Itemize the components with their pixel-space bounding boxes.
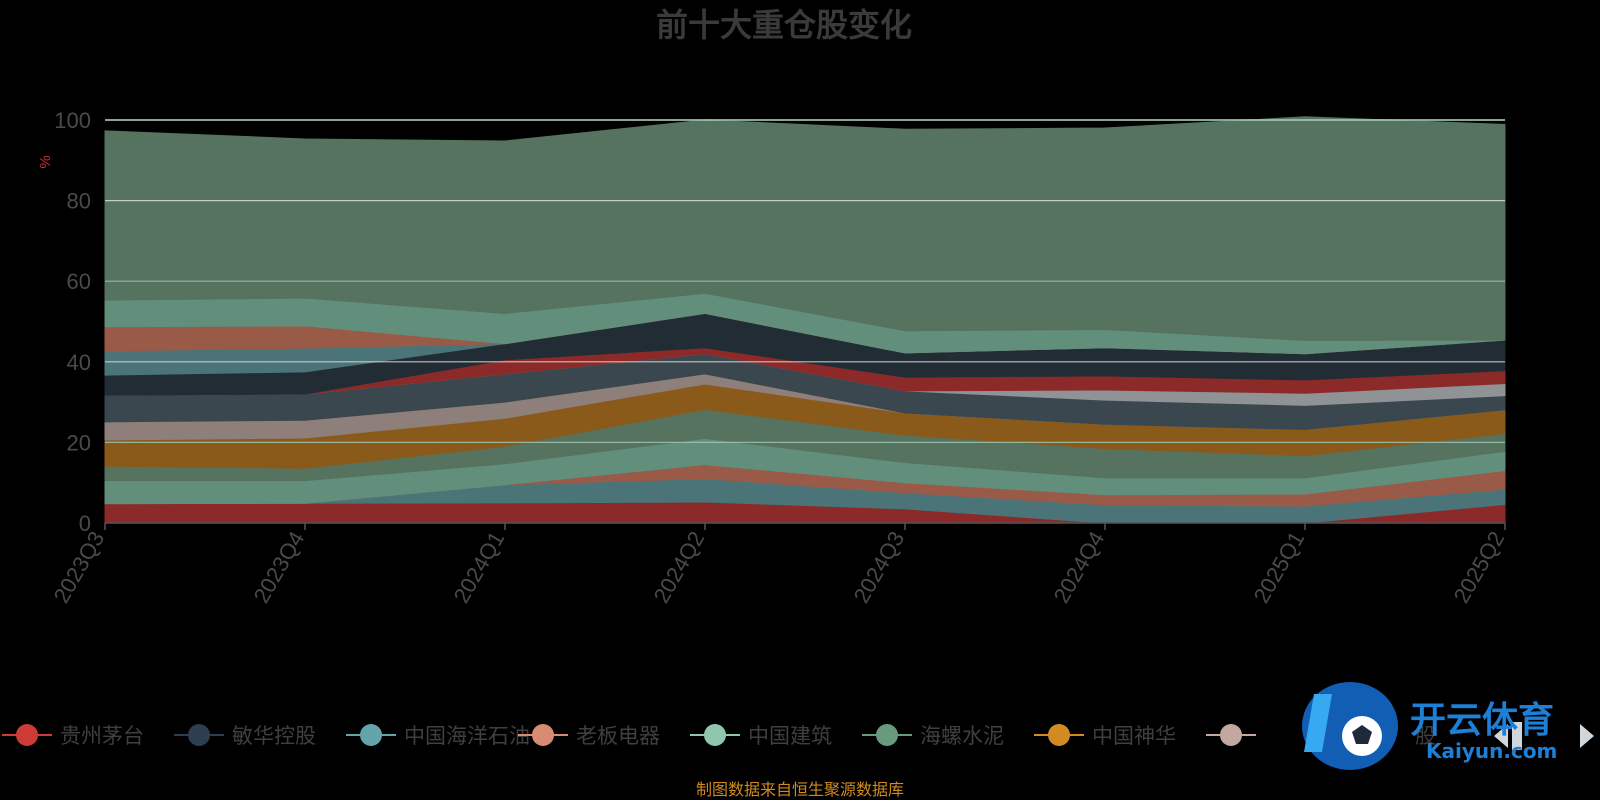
y-axis-unit-label: % [37, 155, 54, 168]
watermark-emblem-icon [1302, 682, 1398, 770]
x-tick-label: 2025Q1 [1249, 527, 1310, 607]
legend-marker-dot [532, 724, 554, 746]
legend-label: 中国建筑 [748, 724, 832, 748]
legend-label: 中国神华 [1092, 724, 1176, 748]
y-tick-label: 20 [67, 430, 91, 455]
y-tick-label: 0 [79, 511, 91, 536]
y-tick-label: 80 [67, 189, 91, 214]
legend-marker-dot [704, 724, 726, 746]
legend-marker-dot [876, 724, 898, 746]
legend-label: 老板电器 [576, 724, 660, 748]
area-series-14 [104, 116, 1506, 341]
stacked-areas-layer [104, 116, 1506, 524]
y-tick-label: 60 [67, 269, 91, 294]
x-tick-label: 2024Q4 [1049, 527, 1110, 607]
watermark-sub-text: Kaiyun.com [1426, 739, 1557, 763]
legend-marker-dot [1048, 724, 1070, 746]
chart-title: 前十大重仓股变化 [656, 6, 912, 44]
source-note: 制图数据来自恒生聚源数据库 [696, 780, 904, 799]
legend-item[interactable]: 贵州茅台 [2, 724, 144, 748]
gridlines-layer [105, 119, 1505, 443]
legend-item[interactable]: 老板电器 [518, 724, 660, 748]
legend-page-indicator [1512, 722, 1522, 750]
legend: 贵州茅台 敏华控股 中国海洋石油 老板电器 中国建筑 海螺水泥 中国神华 股 [2, 722, 1594, 750]
x-tick-label: 2024Q1 [449, 527, 510, 607]
legend-marker-dot [1220, 724, 1242, 746]
legend-label-partial: 股 [1415, 724, 1436, 748]
legend-item[interactable]: 海螺水泥 [862, 724, 1004, 748]
x-tick-label: 2025Q2 [1449, 527, 1510, 607]
legend-item[interactable]: 中国神华 [1034, 724, 1176, 748]
watermark-logo: 开云体育 Kaiyun.com [1302, 682, 1557, 770]
legend-label: 中国海洋石油 [404, 724, 530, 748]
x-tick-label: 2024Q2 [649, 527, 710, 607]
legend-item[interactable]: 中国建筑 [690, 724, 832, 748]
legend-label: 贵州茅台 [60, 724, 144, 748]
legend-prev-arrow-icon[interactable] [1494, 724, 1508, 748]
watermark-main-text: 开云体育 [1410, 700, 1554, 741]
legend-item[interactable]: 中国海洋石油 [346, 724, 530, 748]
legend-label: 海螺水泥 [920, 724, 1004, 748]
x-tick-label: 2023Q3 [49, 527, 110, 607]
y-tick-label: 100 [54, 108, 91, 133]
legend-next-arrow-icon[interactable] [1580, 724, 1594, 748]
legend-marker-dot [16, 724, 38, 746]
legend-marker-dot [360, 724, 382, 746]
legend-item[interactable]: 敏华控股 [174, 724, 316, 748]
legend-item[interactable] [1206, 724, 1256, 746]
legend-marker-dot [188, 724, 210, 746]
x-tick-label: 2023Q4 [249, 527, 310, 607]
legend-label: 敏华控股 [232, 724, 316, 748]
x-tick-label: 2024Q3 [849, 527, 910, 607]
y-tick-label: 40 [67, 350, 91, 375]
